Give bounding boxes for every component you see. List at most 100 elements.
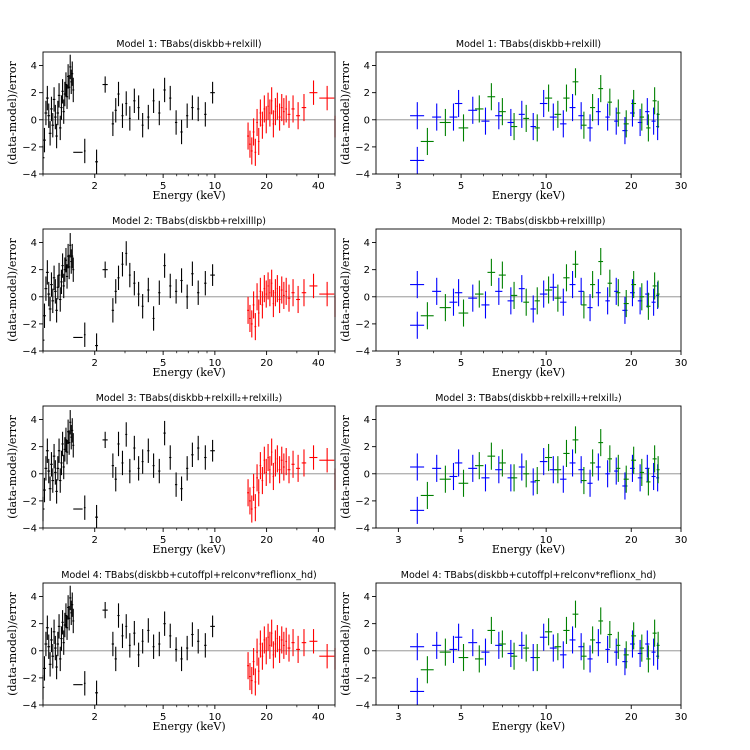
y-tick-label: −4 <box>22 524 37 535</box>
x-axis-label: Energy (keV) <box>152 189 225 202</box>
y-tick-label: 0 <box>31 646 37 657</box>
x-tick-label: 5 <box>160 535 166 546</box>
y-tick-label: 0 <box>31 115 37 126</box>
x-tick-label: 5 <box>160 712 166 723</box>
y-tick-label: 2 <box>364 619 370 630</box>
x-tick-label: 2 <box>92 535 98 546</box>
series-high-energy <box>247 269 336 341</box>
x-tick-label: 5 <box>160 358 166 369</box>
y-tick-label: 2 <box>364 442 370 453</box>
series-low-energy <box>42 233 215 351</box>
chart-panel-p4r: Model 4: TBabs(diskbb+cutoffpl+relconv*r… <box>339 570 687 733</box>
y-tick-label: −2 <box>22 319 37 330</box>
y-axis-label: (data-model)/error <box>339 414 352 518</box>
series-green <box>420 600 660 684</box>
y-tick-label: 4 <box>364 61 370 72</box>
y-tick-label: −2 <box>355 496 370 507</box>
chart-panel-p2r: Model 2: TBabs(diskbb+relxilllp)3 5 10 20 30… <box>339 216 687 379</box>
x-tick-label: 20 <box>260 712 273 723</box>
chart-panel-p1r: Model 1: TBabs(diskbb+relxill)3 5 10 20 30−4… <box>339 39 687 202</box>
axes-frame <box>42 405 336 529</box>
series-green <box>420 247 660 330</box>
y-tick-label: −2 <box>355 142 370 153</box>
y-tick-label: 0 <box>364 646 370 657</box>
axes-frame <box>42 51 336 175</box>
y-tick-label: 4 <box>31 415 37 426</box>
y-tick-label: 0 <box>364 115 370 126</box>
chart-title: Model 4: TBabs(diskbb+cutoffpl+relconv*r… <box>401 570 656 581</box>
series-high-energy <box>247 619 336 696</box>
y-tick-label: 0 <box>364 292 370 303</box>
x-tick-label: 40 <box>312 181 325 192</box>
x-tick-label: 10 <box>540 712 553 723</box>
x-tick-label: 40 <box>312 535 325 546</box>
x-axis-label: Energy (keV) <box>492 366 565 379</box>
series-blue <box>410 448 660 524</box>
x-axis-label: Energy (keV) <box>492 543 565 556</box>
y-tick-label: −2 <box>22 673 37 684</box>
x-tick-label: 10 <box>209 181 222 192</box>
series-blue <box>410 89 660 174</box>
x-axis-label: Energy (keV) <box>152 366 225 379</box>
y-axis-label: (data-model)/error <box>6 414 19 518</box>
y-axis-label: (data-model)/error <box>6 60 19 164</box>
x-tick-label: 10 <box>209 535 222 546</box>
y-axis-label: (data-model)/error <box>339 237 352 341</box>
x-tick-label: 10 <box>540 181 553 192</box>
y-tick-label: 4 <box>364 415 370 426</box>
x-tick-label: 10 <box>540 358 553 369</box>
y-axis-label: (data-model)/error <box>339 60 352 164</box>
y-tick-label: 0 <box>31 292 37 303</box>
x-tick-label: 30 <box>675 181 688 192</box>
x-tick-label: 10 <box>209 358 222 369</box>
axes-frame <box>42 582 336 706</box>
axes-frame <box>375 582 682 706</box>
x-tick-label: 3 <box>395 181 401 192</box>
x-tick-label: 2 <box>92 181 98 192</box>
x-tick-label: 5 <box>160 181 166 192</box>
y-tick-label: −4 <box>355 347 370 358</box>
y-tick-label: 4 <box>31 238 37 249</box>
chart-title: Model 3: TBabs(diskbb+relxill₂+relxill₂) <box>96 393 283 404</box>
x-tick-label: 10 <box>209 712 222 723</box>
chart-panel-p4l: Model 4: TBabs(diskbb+cutoffpl+relconv*r… <box>6 570 336 733</box>
chart-title: Model 2: TBabs(diskbb+relxilllp) <box>452 216 606 227</box>
y-tick-label: −4 <box>355 170 370 181</box>
x-tick-label: 40 <box>312 712 325 723</box>
x-tick-label: 30 <box>675 535 688 546</box>
y-tick-label: 2 <box>31 88 37 99</box>
x-tick-label: 5 <box>458 535 464 546</box>
series-high-energy <box>247 80 336 166</box>
x-axis-label: Energy (keV) <box>492 189 565 202</box>
x-tick-label: 5 <box>458 712 464 723</box>
y-tick-label: −4 <box>22 701 37 712</box>
x-tick-label: 5 <box>458 181 464 192</box>
x-tick-label: 40 <box>312 358 325 369</box>
x-tick-label: 3 <box>395 712 401 723</box>
y-tick-label: −2 <box>355 319 370 330</box>
series-low-energy <box>42 585 215 705</box>
axes-frame <box>42 228 336 352</box>
x-tick-label: 20 <box>625 535 638 546</box>
x-tick-label: 20 <box>625 358 638 369</box>
axes-frame <box>375 228 682 352</box>
x-tick-label: 3 <box>395 358 401 369</box>
y-tick-label: −4 <box>355 701 370 712</box>
y-tick-label: 2 <box>31 442 37 453</box>
chart-panel-p3r: Model 3: TBabs(diskbb+relxill₂+relxill₂)… <box>339 393 687 556</box>
y-tick-label: 0 <box>31 469 37 480</box>
axes-frame <box>375 405 682 529</box>
x-tick-label: 5 <box>458 358 464 369</box>
x-tick-label: 20 <box>625 712 638 723</box>
chart-panel-p3l: Model 3: TBabs(diskbb+relxill₂+relxill₂)… <box>6 393 336 556</box>
x-axis-label: Energy (keV) <box>152 543 225 556</box>
y-tick-label: −2 <box>22 142 37 153</box>
x-tick-label: 30 <box>675 712 688 723</box>
y-axis-label: (data-model)/error <box>339 591 352 695</box>
y-tick-label: −4 <box>22 170 37 181</box>
y-tick-label: 2 <box>364 88 370 99</box>
y-tick-label: 2 <box>364 265 370 276</box>
chart-title: Model 1: TBabs(diskbb+relxill) <box>456 39 601 50</box>
y-tick-label: 4 <box>31 61 37 72</box>
